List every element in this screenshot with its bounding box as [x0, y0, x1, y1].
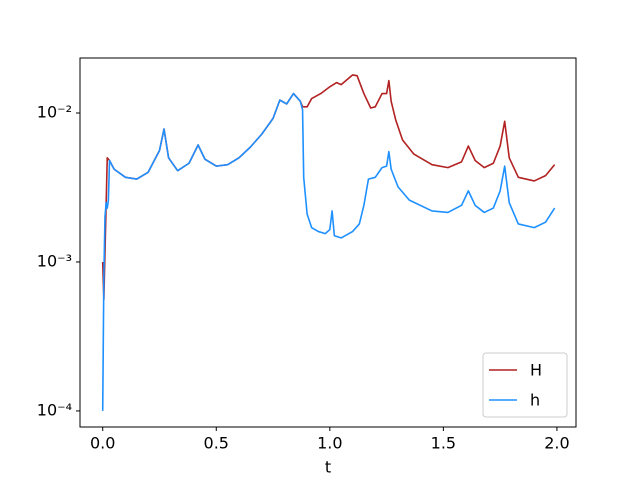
x-tick-label: 1.5 [431, 434, 456, 453]
y-tick-label: 10⁻² [37, 102, 72, 121]
legend-label: H [530, 361, 542, 380]
y-tick-label: 10⁻³ [37, 251, 72, 270]
x-tick-label: 1.0 [317, 434, 342, 453]
plot-frame [79, 57, 577, 428]
legend-label: h [530, 391, 540, 410]
legend-box [482, 352, 568, 418]
x-tick-label: 0.0 [90, 434, 115, 453]
series-line [101, 92, 556, 411]
x-tick-label: 0.5 [204, 434, 229, 453]
y-tick-label: 10⁻⁴ [37, 400, 72, 419]
series-line [101, 74, 556, 301]
x-tick-label: 2.0 [544, 434, 569, 453]
x-axis-label: t [325, 458, 331, 477]
